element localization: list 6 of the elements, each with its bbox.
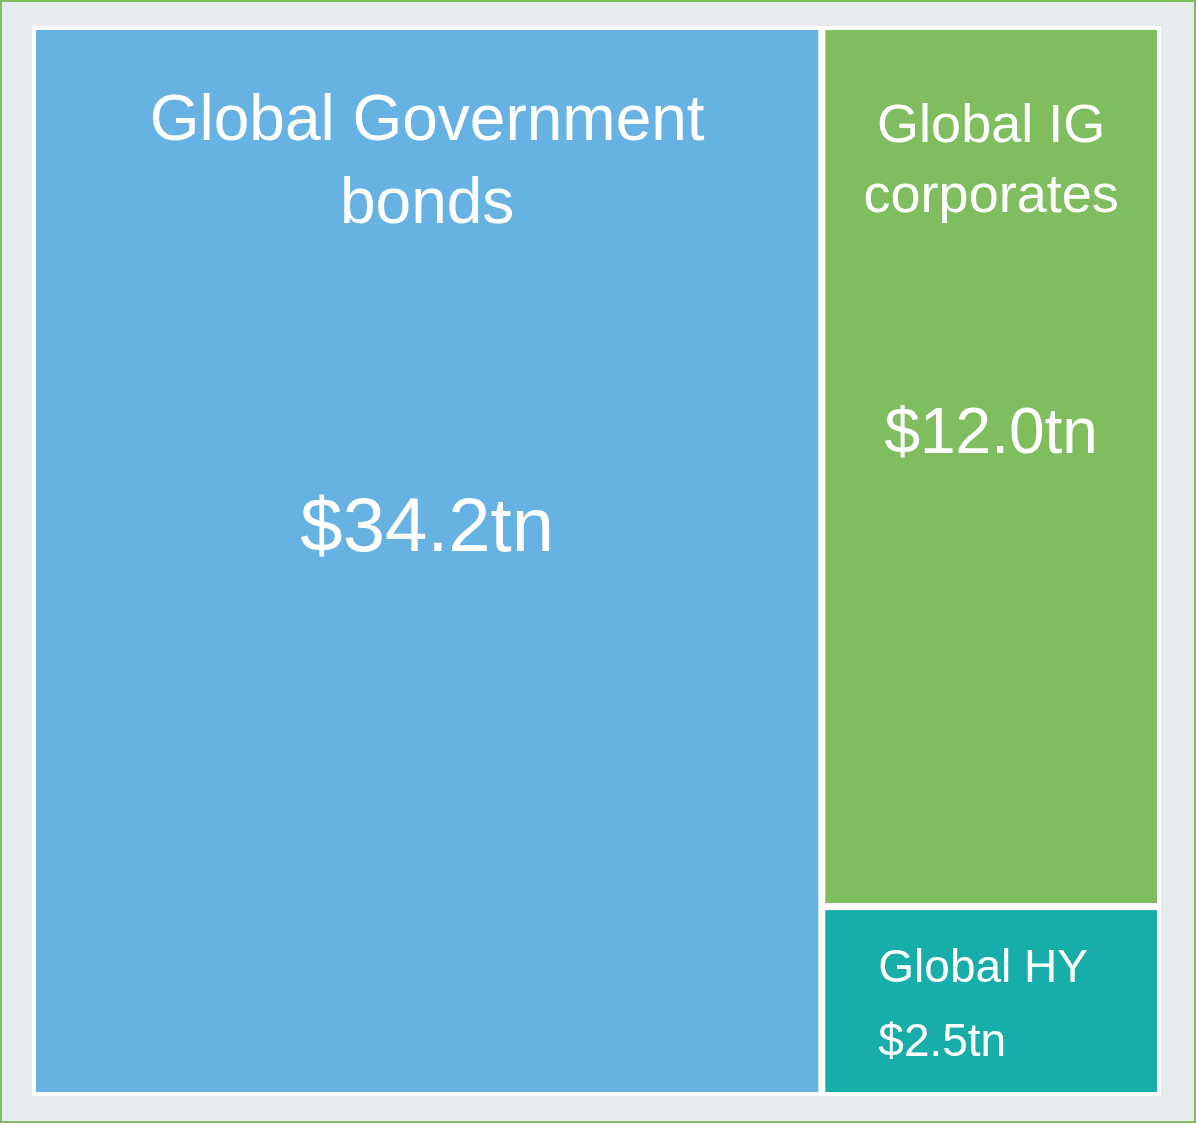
data-label: $12.0tn (884, 395, 1098, 468)
category-label: Global IG corporates (863, 93, 1119, 224)
category-label: Global HY (878, 940, 1088, 993)
data-label: $2.5tn (878, 1014, 1007, 1067)
data-label: $34.2tn (300, 482, 554, 568)
category-label: Global Government bonds (149, 82, 705, 238)
